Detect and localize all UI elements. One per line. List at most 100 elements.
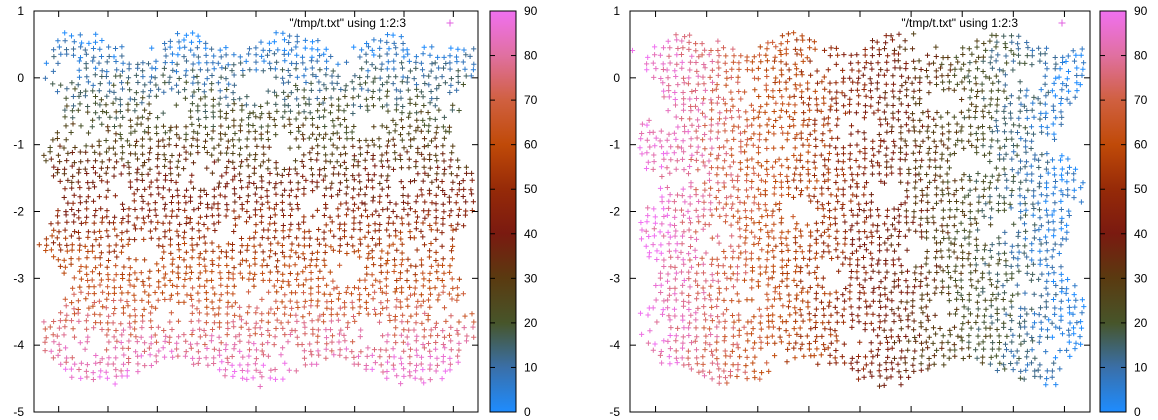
- data-point: [281, 166, 287, 173]
- data-point: [104, 93, 110, 99]
- data-point: [1067, 310, 1073, 316]
- data-point: [293, 66, 299, 72]
- data-point: [363, 51, 369, 57]
- data-point: [217, 114, 223, 120]
- data-point: [418, 361, 424, 367]
- data-point: [903, 79, 909, 85]
- data-point: [961, 172, 967, 178]
- data-point: [51, 47, 57, 53]
- data-point: [748, 135, 754, 142]
- data-point: [160, 72, 166, 78]
- data-point: [1053, 324, 1059, 330]
- data-point: [230, 137, 236, 143]
- data-point: [783, 79, 789, 85]
- data-point: [272, 66, 278, 72]
- data-point: [287, 298, 293, 304]
- data-point: [259, 296, 265, 302]
- data-point: [1011, 255, 1017, 261]
- data-point: [749, 268, 756, 274]
- data-point: [394, 102, 400, 108]
- data-point: [1039, 152, 1045, 158]
- data-point: [440, 124, 446, 130]
- data-point: [681, 167, 687, 173]
- data-point: [940, 179, 946, 185]
- data-point: [686, 269, 692, 275]
- data-point: [1052, 184, 1058, 190]
- data-point: [787, 94, 793, 100]
- data-point: [272, 235, 278, 241]
- data-point: [680, 89, 686, 96]
- data-point: [307, 235, 313, 241]
- colorbar-tick-label: 60: [524, 138, 538, 152]
- data-point: [418, 187, 424, 193]
- data-point: [315, 275, 321, 282]
- data-point: [63, 235, 69, 241]
- data-point: [338, 86, 344, 93]
- data-point: [780, 101, 786, 107]
- data-point: [954, 306, 960, 312]
- data-point: [902, 200, 908, 206]
- data-point: [910, 290, 916, 296]
- data-point: [686, 215, 693, 221]
- data-point: [182, 207, 188, 213]
- data-point: [708, 297, 714, 303]
- data-point: [287, 121, 293, 127]
- data-point: [103, 110, 110, 116]
- data-point: [870, 311, 876, 317]
- data-point: [448, 324, 454, 330]
- data-point: [994, 39, 1000, 45]
- data-point: [425, 109, 431, 116]
- data-point: [119, 290, 125, 296]
- data-point: [862, 219, 868, 225]
- data-point: [1046, 317, 1052, 323]
- data-point: [432, 285, 438, 291]
- data-point: [904, 194, 910, 200]
- data-point: [829, 135, 835, 141]
- data-point: [377, 199, 383, 205]
- data-point: [411, 327, 417, 333]
- data-point: [232, 215, 238, 222]
- data-point: [755, 201, 762, 207]
- data-point: [139, 313, 146, 319]
- data-point: [986, 185, 992, 191]
- data-point: [421, 44, 427, 50]
- y-tick-label: -4: [13, 338, 24, 352]
- data-point: [752, 340, 758, 346]
- data-point: [1039, 271, 1045, 277]
- data-point: [286, 166, 293, 172]
- data-point: [856, 319, 862, 325]
- data-point: [145, 124, 151, 131]
- data-point: [222, 131, 228, 137]
- data-point: [253, 52, 259, 58]
- data-point: [1057, 157, 1064, 163]
- data-point: [331, 86, 337, 92]
- data-point: [308, 166, 314, 172]
- data-point: [244, 144, 250, 150]
- data-point: [693, 95, 700, 102]
- data-point: [190, 160, 197, 166]
- data-point: [224, 181, 230, 187]
- data-point: [661, 233, 667, 239]
- data-point: [205, 362, 211, 368]
- data-point: [168, 292, 174, 298]
- data-point: [175, 291, 181, 297]
- data-point: [842, 229, 848, 235]
- data-point: [1036, 276, 1042, 282]
- data-point: [940, 333, 946, 339]
- data-point: [715, 129, 721, 135]
- data-point: [103, 194, 109, 200]
- data-point: [435, 297, 441, 303]
- data-point: [469, 170, 475, 176]
- data-point: [764, 291, 770, 297]
- data-point: [307, 262, 313, 269]
- data-point: [419, 67, 426, 73]
- data-point: [1038, 124, 1044, 130]
- data-point: [1058, 198, 1064, 204]
- data-point: [842, 298, 848, 304]
- data-point: [966, 339, 972, 345]
- data-point: [680, 334, 686, 340]
- data-point: [343, 355, 349, 361]
- data-point: [232, 130, 238, 137]
- data-point: [90, 303, 96, 309]
- data-point: [920, 138, 926, 144]
